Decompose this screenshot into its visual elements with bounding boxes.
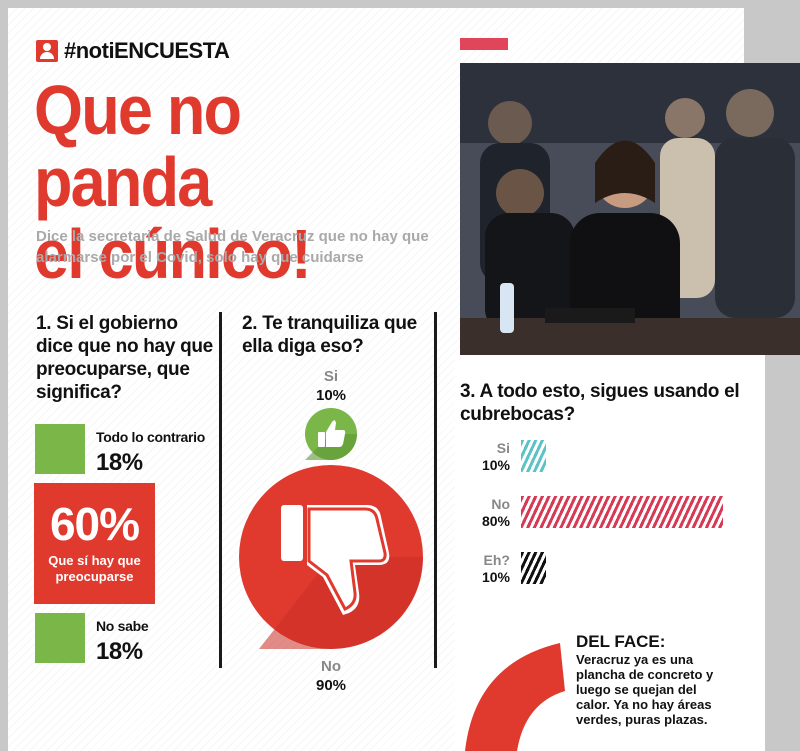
- brand: #notiENCUESTA: [36, 38, 230, 64]
- q3-bar-1-value: 10%: [481, 457, 510, 473]
- q2-no-value: 90%: [315, 677, 347, 694]
- q3-bar-1-label: Si: [496, 440, 510, 456]
- q1-option-2-value: 60%: [49, 498, 140, 550]
- face-title: DEL FACE:: [576, 632, 666, 651]
- q1-option-3-label: No sabe: [96, 618, 149, 634]
- q2-yes-value: 10%: [315, 387, 347, 404]
- q2-no-label: No: [321, 658, 341, 675]
- divider-2: [434, 312, 437, 668]
- q3-bar-2: [521, 496, 723, 528]
- thumbs-down-icon: [239, 465, 423, 649]
- q1-option-3-value: 18%: [96, 638, 143, 665]
- q1-option-1-box: [35, 424, 85, 474]
- thumbs-up-icon: [305, 408, 357, 460]
- q3-bar-3: [521, 552, 546, 584]
- q1-option-2-label: Que sí hay que preocuparse: [48, 553, 141, 584]
- accent-bar: [460, 38, 508, 50]
- headline-line-2: el cúnico!: [34, 215, 312, 293]
- q3-bar-3-value: 10%: [481, 569, 510, 585]
- q3-title: 3. A todo esto, sigues usando el cubrebo…: [460, 381, 740, 425]
- q1-option-1-value: 18%: [96, 449, 143, 476]
- q1-option-3-box: [35, 613, 85, 663]
- q1-option-2-box: [34, 483, 155, 604]
- photo: [460, 63, 800, 355]
- q3-bar-2-value: 80%: [481, 513, 510, 529]
- q1-title: 1. Si el gobierno dice que no hay que pr…: [36, 313, 213, 403]
- divider-1: [219, 312, 222, 668]
- headline: Que no panda el cúnico!: [34, 74, 412, 290]
- red-arc-decoration: [465, 643, 565, 751]
- brand-title: #notiENCUESTA: [64, 38, 230, 63]
- q1-option-1-label: Todo lo contrario: [96, 429, 205, 445]
- user-icon: [36, 40, 58, 62]
- q3-bar-2-label: No: [491, 496, 510, 512]
- q3-bar-3-label: Eh?: [483, 552, 510, 568]
- subtitle: Dice la secretaria de Salud de Veracruz …: [36, 228, 429, 266]
- q2-title: 2. Te tranquiliza que ella diga eso?: [242, 313, 417, 357]
- photo-illustration: [460, 63, 800, 355]
- q2-yes-label: Si: [323, 368, 339, 385]
- face-text: Veracruz ya es una plancha de concreto y…: [576, 652, 714, 727]
- q3-bar-1: [521, 440, 546, 472]
- headline-line-1: Que no panda: [34, 71, 242, 221]
